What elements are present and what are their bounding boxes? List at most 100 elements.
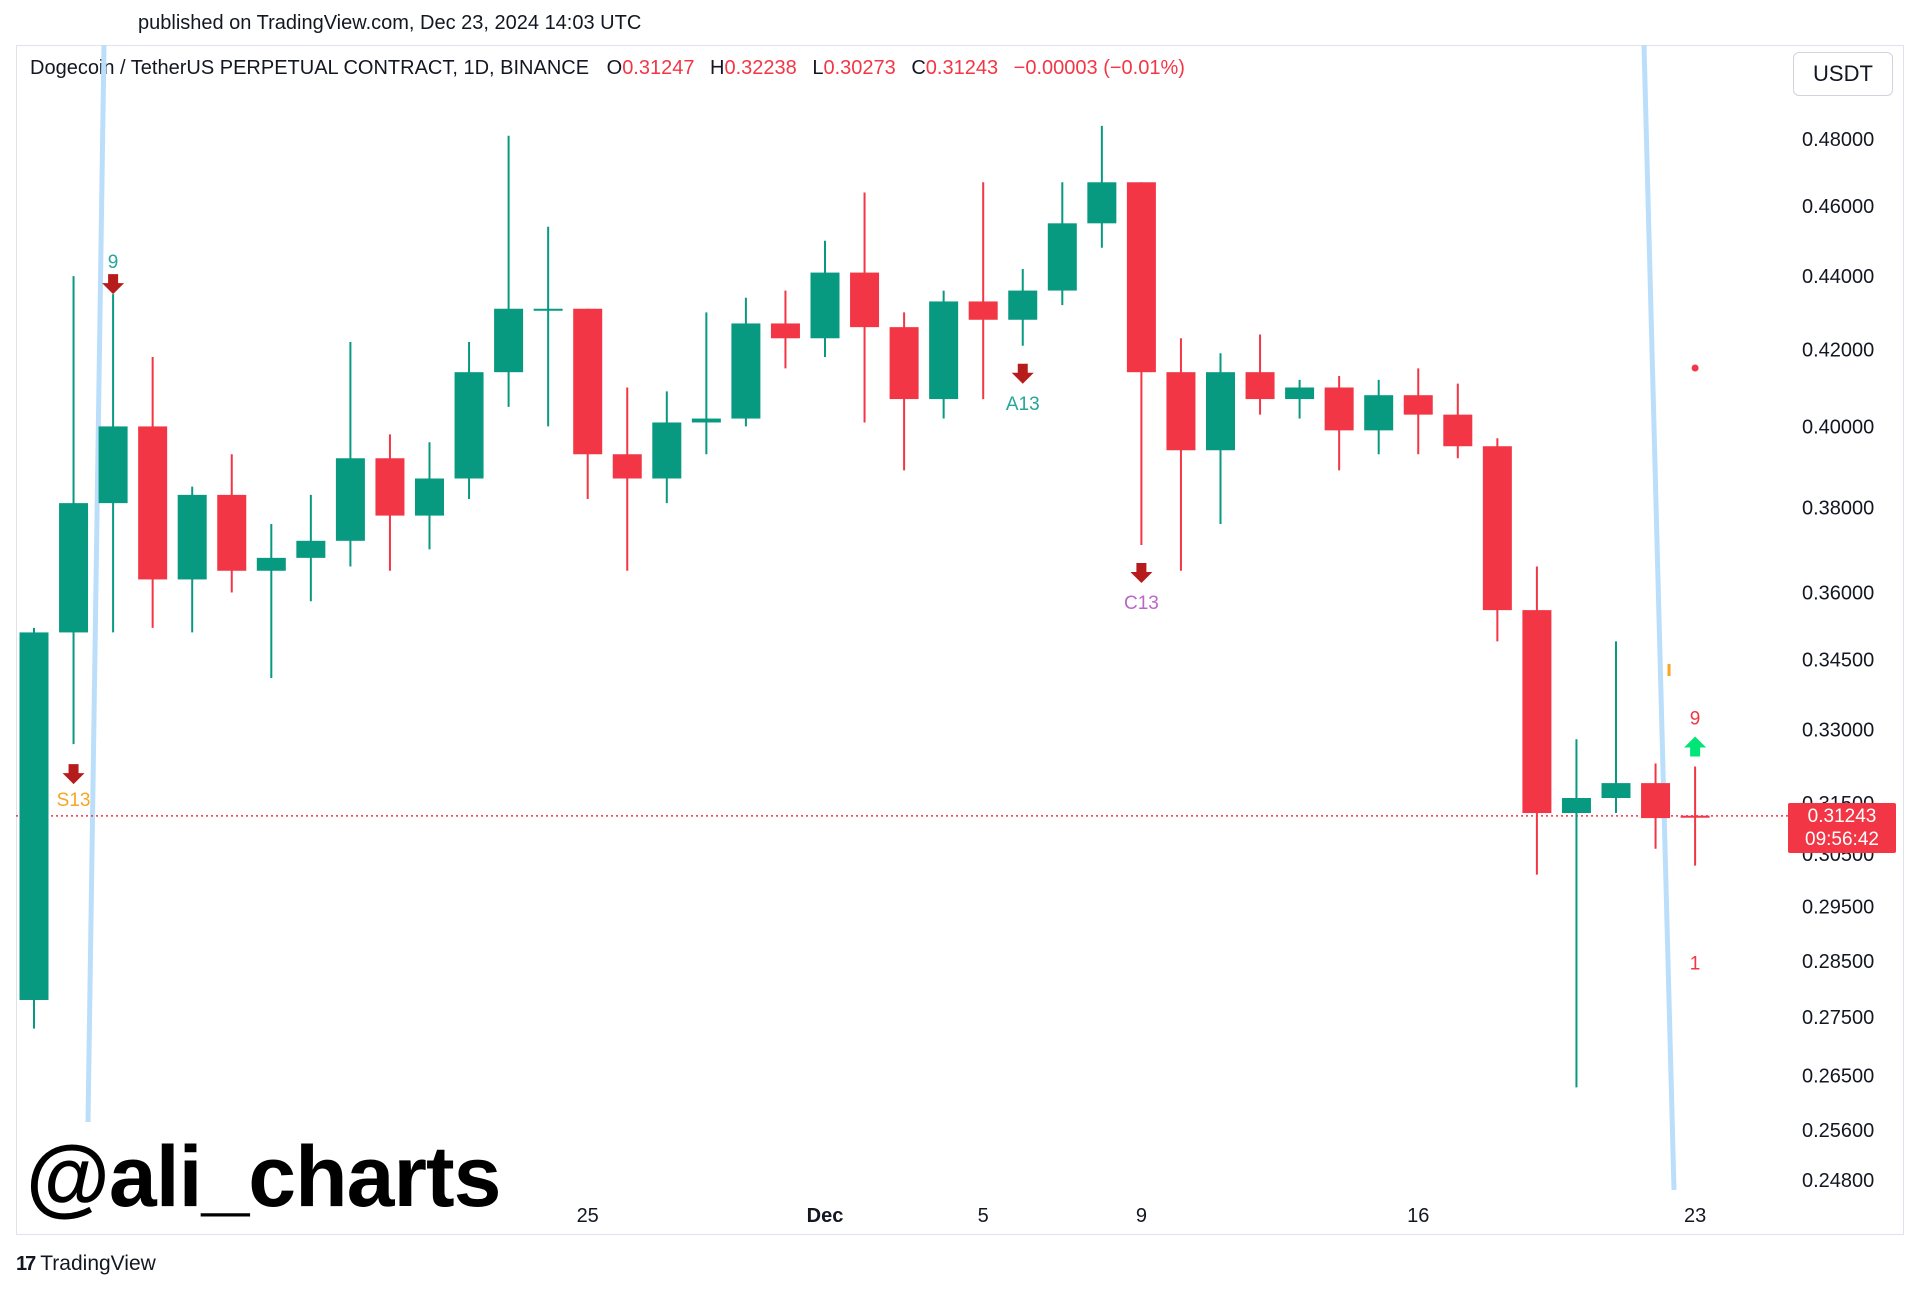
candle-body [1206,372,1235,451]
y-tick-label: 0.25600 [1802,1120,1874,1142]
y-tick-label: 0.28500 [1802,951,1874,973]
high-value: 0.32238 [724,57,797,79]
close-value: 0.31243 [925,57,999,79]
sell-signal-arrow-icon [62,764,85,785]
tradingview-logo-icon: 17 [16,1252,36,1275]
y-tick-label: 0.36000 [1802,583,1874,605]
candle-body [1126,182,1156,373]
y-tick-label: 0.48000 [1802,129,1874,151]
high-label: H [710,57,725,79]
candle-body [1364,395,1394,431]
trendline-right [1641,44,1677,1191]
candle-body [1087,182,1117,224]
signal-label: S13 [57,790,91,811]
candle-body [1522,610,1552,814]
candle-body [1324,387,1354,431]
tradingview-brand[interactable]: 17 TradingView [16,1252,156,1276]
candle-body [59,503,89,633]
candle-body [1482,446,1512,611]
candle-body [217,494,247,571]
bar-countdown: 09:56:42 [1805,829,1879,850]
y-tick-label: 0.27500 [1802,1007,1874,1029]
candle-body [335,458,365,541]
candle-body [850,272,880,328]
signal-label: 9 [1690,709,1701,730]
candle-body [177,494,207,580]
candle-body [454,372,484,479]
candle-body [889,327,919,400]
candle-body [1561,798,1591,814]
published-note: published on TradingView.com, Dec 23, 20… [138,12,642,34]
candle-body [1245,372,1275,400]
y-tick-label: 0.24800 [1802,1170,1874,1192]
last-price-value: 0.31243 [1807,806,1877,827]
y-tick-label: 0.46000 [1802,196,1874,218]
x-tick-label: 16 [1407,1205,1429,1227]
low-value: 0.30273 [823,57,896,79]
chart-frame [16,45,1904,1235]
signal-label: 9 [108,252,119,273]
y-tick-label: 0.33000 [1802,720,1874,742]
y-tick-label: 0.42000 [1802,340,1874,362]
sell-signal-arrow-icon [102,274,125,295]
sell-signal-arrow-icon [1130,563,1153,584]
candle-body [691,418,721,423]
x-tick-label: 23 [1684,1205,1706,1227]
trendline-left [85,44,107,1123]
y-tick-label: 0.34500 [1802,650,1874,672]
watermark-text: @ali_charts [26,1129,501,1225]
brand-name: TradingView [40,1252,156,1275]
candle-body [494,308,524,373]
open-value: 0.31247 [622,57,695,79]
candle-body [19,632,49,1000]
x-tick-label: 9 [1136,1205,1147,1227]
candle-body [1047,223,1077,291]
candle-body [1403,395,1433,415]
y-tick-label: 0.44000 [1802,266,1874,288]
candle-body [296,540,326,558]
low-label: L [812,57,824,79]
candle-body [256,557,286,571]
change-value: −0.00003 (−0.01%) [1013,57,1185,79]
x-tick-label: Dec [807,1205,844,1227]
currency-button[interactable]: USDT [1793,52,1893,96]
candle-body [731,323,761,419]
signal-label: 1 [1690,954,1701,975]
candle-body [1601,783,1631,799]
candle-body [415,478,444,516]
candle-body [138,426,168,580]
candle-body [1285,387,1315,400]
indicator-dot-icon [1691,364,1699,372]
candle-body [810,272,840,339]
x-tick-label: 5 [978,1205,989,1227]
signal-label: A13 [1006,394,1040,415]
candle-body [1641,783,1671,819]
candle-body [533,308,563,311]
candle-body [1008,290,1038,320]
candle-body [573,308,603,455]
x-tick-label: 25 [577,1205,599,1227]
candle-body [1166,372,1196,451]
candle-body [968,301,998,320]
candle-body [929,301,959,400]
candle-body [612,454,642,479]
y-tick-label: 0.29500 [1802,896,1874,918]
buy-signal-arrow-icon [1684,736,1707,757]
candle-body [98,426,128,504]
candle-body [375,458,405,516]
candle-body [770,323,800,339]
signal-label: C13 [1124,593,1159,614]
close-label: C [911,57,926,79]
symbol-legend: Dogecoin / TetherUS PERPETUAL CONTRACT, … [30,57,1185,80]
indicator-tick-icon [1667,664,1671,676]
candle-body [1680,815,1710,818]
candle-body [652,422,682,479]
symbol-title: Dogecoin / TetherUS PERPETUAL CONTRACT, … [30,57,590,79]
y-tick-label: 0.26500 [1802,1065,1874,1087]
y-tick-label: 0.40000 [1802,416,1874,438]
open-label: O [606,57,623,79]
y-tick-label: 0.38000 [1802,497,1874,519]
last-price-badge: 0.31243 09:56:42 [1788,803,1896,853]
sell-signal-arrow-icon [1011,363,1034,384]
